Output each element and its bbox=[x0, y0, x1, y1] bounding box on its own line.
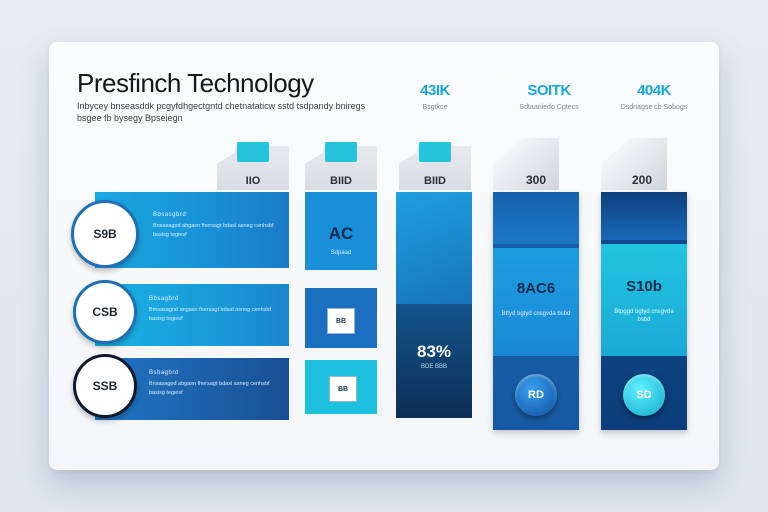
column-caption: Sdtaaniedo Cptecs bbox=[519, 104, 579, 111]
panel-5-caption: Btpggd bgtyd cnsgvda bsbd bbox=[614, 309, 674, 323]
column-header-2: SOITK Sdtaaniedo Cptecs bbox=[504, 82, 594, 112]
column-header-1: 43IK Bsgtkce bbox=[395, 82, 475, 112]
row-circle-3: SSB bbox=[73, 354, 137, 418]
panel-tall-caption: BDE BBB bbox=[420, 364, 447, 370]
panel-5-top bbox=[601, 192, 687, 240]
column-caption: Bsgtkce bbox=[422, 104, 448, 111]
panel-tall: 83% BDE BBB bbox=[396, 192, 472, 418]
badge-5: SD bbox=[623, 374, 665, 416]
panel-ac-label: AC bbox=[328, 224, 354, 243]
cube-icon: BB bbox=[327, 308, 355, 334]
badge-4: RD bbox=[515, 374, 557, 416]
column-value: SOITK bbox=[527, 82, 571, 99]
row-heading: Bbsagbrd bbox=[149, 296, 179, 302]
panel-tall-top bbox=[396, 192, 472, 304]
panel-cube-2: BB bbox=[305, 360, 377, 414]
panel-ac: AC Sdpaad bbox=[305, 192, 377, 270]
tab-number-3: BIID bbox=[424, 175, 446, 187]
panel-4-label: 8AC6 bbox=[516, 280, 556, 297]
panel-4-caption: Bttyd bgtyd cnsgvda bsbd bbox=[501, 311, 571, 317]
page-subtitle: Inbycey bnseasddk pcgyfdhgectgntd chetna… bbox=[77, 101, 366, 123]
tab-number-5: 200 bbox=[631, 173, 653, 187]
panel-5: S10b Btpggd bgtyd cnsgvda bsbd SD bbox=[601, 192, 687, 430]
tab-number-4: 300 bbox=[525, 173, 547, 187]
column-value: 404K bbox=[637, 82, 671, 99]
panel-ac-caption: Sdpaad bbox=[330, 250, 352, 256]
infographic-card: Presfinch Technology Inbycey bnseasddk p… bbox=[49, 42, 719, 470]
row-text: Bmsasagnd angasn fhersagt bdasl asneg ce… bbox=[149, 307, 271, 322]
row-text: Bnsasagpd abgasn fhersagt bdasl asneg ce… bbox=[153, 223, 274, 238]
tab-chip-3 bbox=[419, 142, 451, 162]
panel-tall-label: 83% bbox=[416, 342, 452, 361]
column-value: 43IK bbox=[420, 82, 450, 99]
row-heading: Bbsasgbrd bbox=[153, 212, 187, 218]
panel-5-label: S10b bbox=[626, 278, 662, 295]
row-circle-1: S9B bbox=[71, 200, 139, 268]
panel-4-top bbox=[493, 192, 579, 244]
panel-4: 8AC6 Bttyd bgtyd cnsgvda bsbd RD bbox=[493, 192, 579, 430]
row-text: Bnsasagpd abgasn fhersagt bdasl asneg ce… bbox=[149, 381, 270, 396]
page-title: Presfinch Technology bbox=[77, 68, 314, 98]
panel-5-mid: S10b Btpggd bgtyd cnsgvda bsbd bbox=[601, 244, 687, 356]
tab-chip-1 bbox=[237, 142, 269, 162]
row-heading: Bsbagbrd bbox=[149, 370, 179, 376]
tab-number-2: BIID bbox=[330, 175, 352, 187]
row-circle-2: CSB bbox=[73, 280, 137, 344]
tab-number-1: IIO bbox=[245, 175, 261, 187]
column-caption: Dsdnagse cb Sobogs bbox=[620, 104, 688, 111]
cube-icon: BB bbox=[329, 376, 357, 402]
panel-4-mid: 8AC6 Bttyd bgtyd cnsgvda bsbd bbox=[493, 248, 579, 356]
tab-chip-2 bbox=[325, 142, 357, 162]
panel-cube-1: BB bbox=[305, 288, 377, 348]
column-header-3: 404K Dsdnagse cb Sobogs bbox=[609, 82, 699, 112]
